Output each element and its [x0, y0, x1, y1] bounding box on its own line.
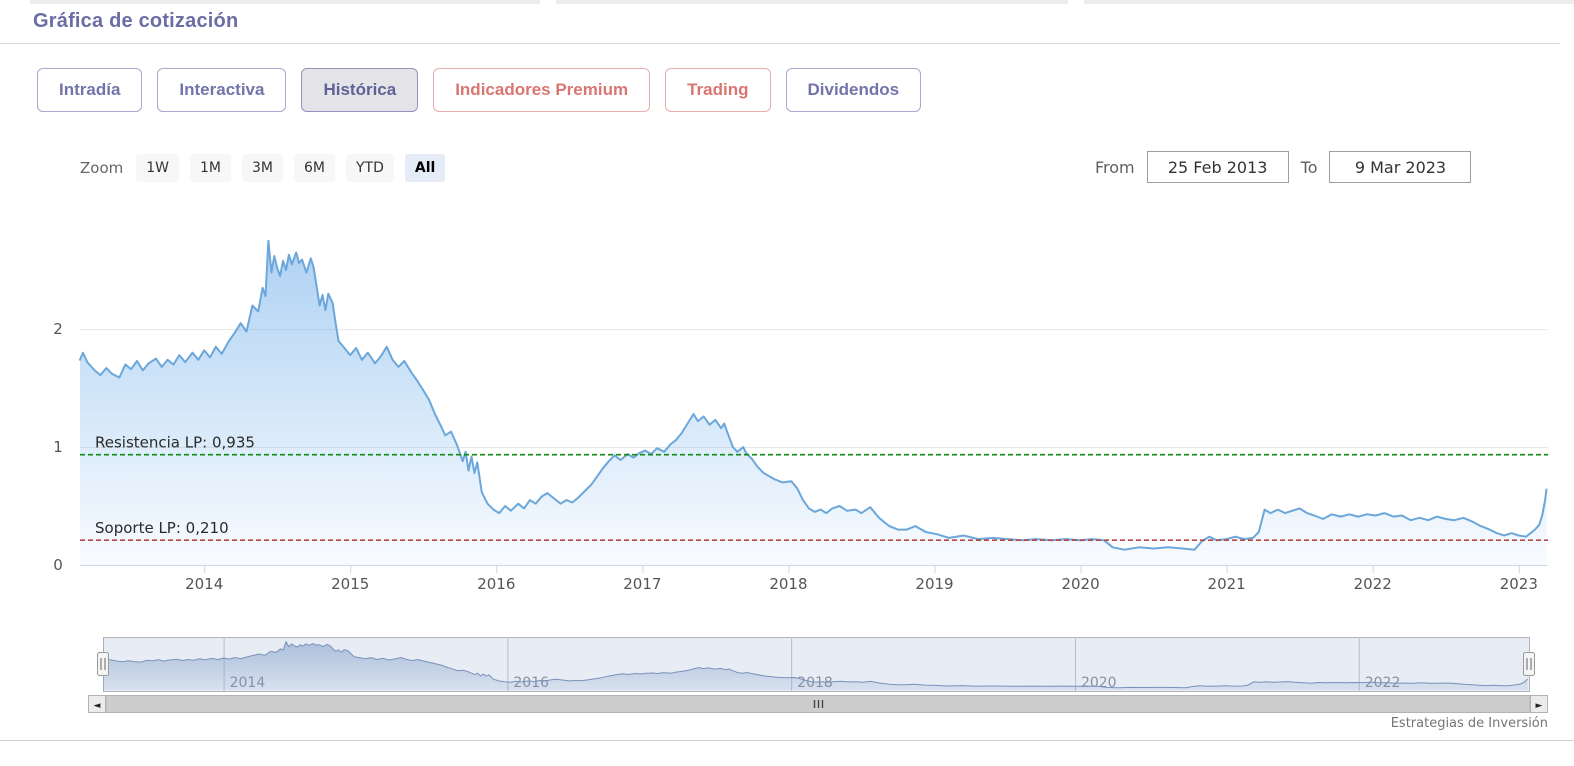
to-date-input[interactable] [1329, 151, 1472, 183]
chart-tabs: Intradía Interactiva Histórica Indicador… [37, 68, 922, 112]
y-axis-label: 0 [53, 556, 63, 574]
bottom-divider [0, 740, 1574, 741]
zoom-label: Zoom [80, 159, 124, 177]
main-plot-area[interactable] [80, 210, 1548, 565]
zoom-3m-button[interactable]: 3M [242, 154, 283, 182]
x-axis-label: 2021 [1208, 575, 1246, 593]
tab-intradia[interactable]: Intradía [37, 68, 143, 112]
from-date-input[interactable] [1146, 151, 1289, 183]
x-axis-label: 2020 [1061, 575, 1099, 593]
x-axis-label: 2022 [1354, 575, 1392, 593]
y-axis-label: 1 [53, 438, 63, 456]
from-label: From [1095, 157, 1135, 177]
navigator-line [102, 640, 1528, 689]
tab-dividendos[interactable]: Dividendos [785, 68, 922, 112]
scrollbar-right-arrow-icon: ► [1536, 701, 1543, 711]
resistance-plotline-label: Resistencia LP: 0,935 [95, 434, 255, 452]
scrollbar-left-button[interactable] [88, 695, 106, 713]
zoom-1w-button[interactable]: 1W [136, 154, 179, 182]
top-clipped-tab [30, 0, 540, 4]
scrollbar[interactable]: ◄ ► [88, 695, 1548, 713]
x-axis-label: 2023 [1500, 575, 1538, 593]
y-axis-label: 2 [53, 320, 63, 338]
watermark: Estrategias de Inversión [1390, 716, 1548, 731]
tab-historica[interactable]: Histórica [301, 68, 419, 112]
x-axis-ticks [204, 565, 1520, 573]
tab-trading[interactable]: Trading [665, 68, 771, 112]
navigator-handle-left[interactable] [97, 652, 109, 676]
tab-indicadores-premium[interactable]: Indicadores Premium [433, 68, 651, 112]
navigator-handle-right[interactable] [1523, 652, 1535, 676]
handle-box [97, 652, 109, 676]
navigator-area-fill [103, 641, 1528, 690]
page-title: Gráfica de cotización [33, 10, 239, 32]
zoom-6m-button[interactable]: 6M [294, 154, 335, 182]
date-range-inputs: From To [1095, 151, 1472, 183]
tab-interactiva[interactable]: Interactiva [157, 68, 287, 112]
scrollbar-left-arrow-icon: ◄ [94, 701, 101, 711]
range-selector: Zoom 1W 1M 3M 6M YTD All [80, 154, 446, 182]
x-axis-label: 2017 [623, 575, 661, 593]
to-label: To [1300, 157, 1318, 177]
top-clipped-tab [1084, 0, 1574, 4]
x-axis-label: 2015 [331, 575, 369, 593]
x-axis-label: 2019 [915, 575, 953, 593]
support-plotline-label: Soporte LP: 0,210 [95, 519, 229, 537]
x-axis-label: 2016 [477, 575, 515, 593]
zoom-ytd-button[interactable]: YTD [346, 154, 394, 182]
zoom-1m-button[interactable]: 1M [190, 154, 231, 182]
title-divider [0, 43, 1560, 44]
x-axis-label: 2014 [185, 575, 223, 593]
navigator[interactable]: 20142016201820202022 [97, 637, 1535, 692]
series-area-fill [80, 240, 1547, 565]
x-axis-label: 2018 [769, 575, 807, 593]
handle-box [1523, 652, 1535, 676]
top-clipped-tab [556, 0, 1068, 4]
zoom-all-button[interactable]: All [404, 154, 446, 182]
scrollbar-right-button[interactable] [1530, 695, 1548, 713]
navigator-selected-mask[interactable] [103, 638, 1529, 691]
